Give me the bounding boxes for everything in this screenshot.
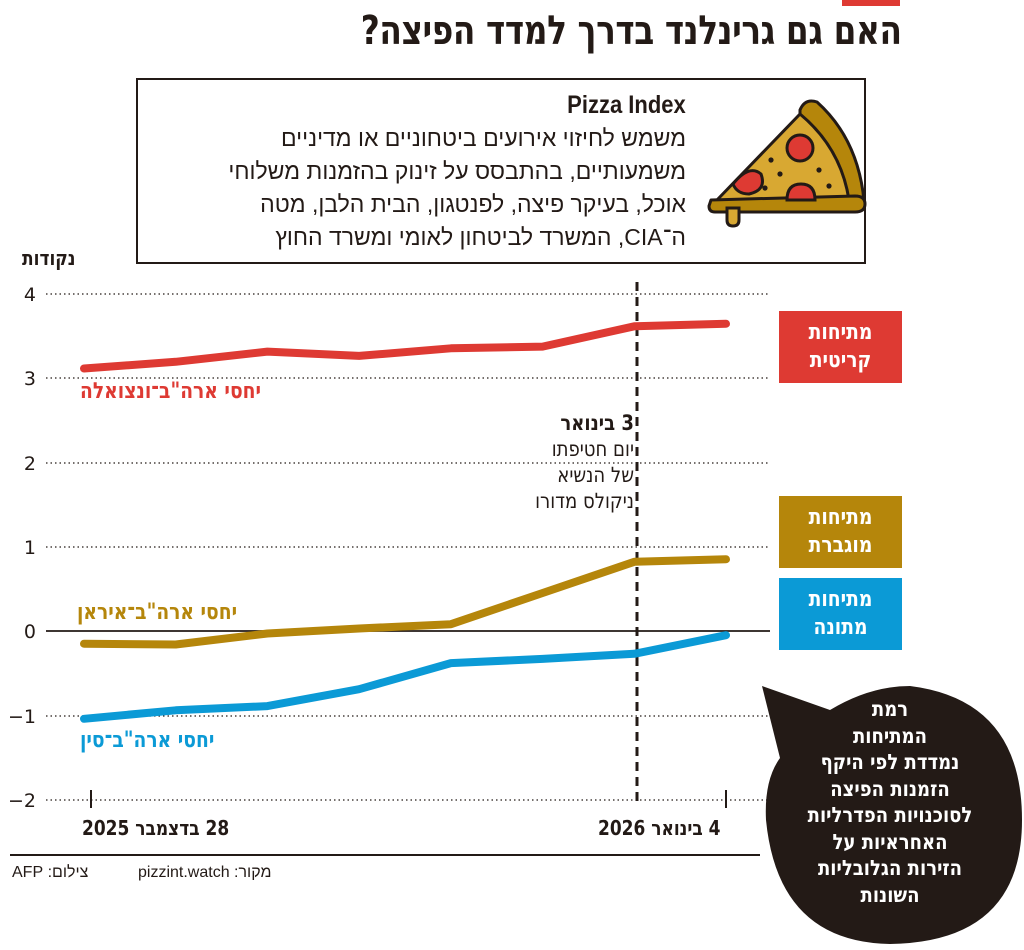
- legend-critical: מתיחות קריטית: [779, 311, 902, 383]
- page-title: האם גם גרינלנד בדרך למדד הפיצה?: [361, 8, 902, 54]
- y-tick-label: 4: [23, 284, 36, 306]
- x-tick-label-start: 28 בדצמבר 2025: [82, 816, 230, 840]
- series-line-venezuela: [80, 319, 730, 373]
- gridlines: [46, 293, 770, 801]
- bubble-line: הזירות הגלובליות: [817, 856, 963, 880]
- x-tick-label-end: 4 בינואר 2026: [598, 816, 721, 840]
- series-label-venezuela: יחסי ארה"ב־ונצואלה: [80, 379, 262, 404]
- y-tick-label: −1: [7, 706, 36, 728]
- legend-moderate: מתיחות מתונה: [779, 578, 902, 650]
- bubble-line: לסוכנויות הפדרליות: [807, 803, 973, 827]
- legend-label: מוגברת: [808, 533, 873, 558]
- series-line-china: [80, 631, 730, 723]
- bubble-line: נמדדת לפי היקף: [820, 750, 960, 774]
- info-line: ה־CIA, המשרד לביטחון לאומי ומשרד החוץ: [275, 224, 686, 250]
- series-label-iran: יחסי ארה"ב־איראן: [77, 600, 238, 625]
- annotation-line: ניקולס מדורו: [535, 489, 634, 513]
- bubble-text: רמת המתיחות נמדדת לפי היקף הזמנות הפיצה …: [772, 696, 1008, 908]
- bubble-line: השונות: [860, 882, 920, 907]
- info-line: אוכל, בעיקר פיצה, לפנטגון, הבית הלבן, מט…: [260, 191, 686, 217]
- pizza-slice-icon: [707, 99, 867, 228]
- bubble-line: הזמנות הפיצה: [830, 776, 950, 801]
- info-line: משמעותיים, בהתבסס על זינוק בהזמנות משלוח…: [228, 158, 686, 184]
- legend-label: מתונה: [813, 615, 868, 640]
- source-credit: מקור: pizzint.watch: [138, 864, 272, 881]
- bubble-line: רמת: [871, 697, 909, 721]
- speech-bubble: [762, 686, 1022, 944]
- annotation-date: 3 בינואר: [560, 411, 634, 435]
- info-line: משמש לחיזוי אירועים ביטחוניים או מדיניים: [281, 125, 686, 151]
- legend-label: מתיחות: [808, 505, 873, 530]
- footer-divider: [10, 854, 760, 856]
- bubble-line: המתיחות: [852, 723, 928, 748]
- y-tick-label: 0: [23, 621, 36, 643]
- series-label-china: יחסי ארה"ב־סין: [80, 728, 215, 753]
- legend-label: מתיחות: [808, 587, 873, 612]
- event-annotation: 3 בינואר יום חטיפתו של הנשיא ניקולס מדור…: [470, 410, 634, 514]
- info-box: Pizza Index משמש לחיזוי אירועים ביטחוניי…: [136, 78, 866, 264]
- annotation-line: יום חטיפתו: [551, 437, 634, 461]
- legend-label: מתיחות: [808, 320, 873, 345]
- y-tick-label: 2: [23, 453, 36, 475]
- series-line-iran: [80, 555, 730, 649]
- y-axis-title: נקודות: [22, 246, 76, 270]
- accent-bar: [842, 0, 900, 6]
- y-tick-label: −2: [7, 790, 36, 812]
- info-text: משמש לחיזוי אירועים ביטחוניים או מדיניים…: [126, 122, 686, 254]
- y-tick-label: 3: [23, 368, 36, 390]
- legend-label: קריטית: [809, 348, 872, 373]
- annotation-line: של הנשיא: [557, 463, 634, 487]
- photo-credit: צילום: AFP: [12, 864, 89, 881]
- bubble-line: האחראיות על: [832, 829, 948, 854]
- info-heading: Pizza Index: [567, 91, 686, 119]
- legend-elevated: מתיחות מוגברת: [779, 496, 902, 568]
- y-tick-label: 1: [23, 537, 36, 559]
